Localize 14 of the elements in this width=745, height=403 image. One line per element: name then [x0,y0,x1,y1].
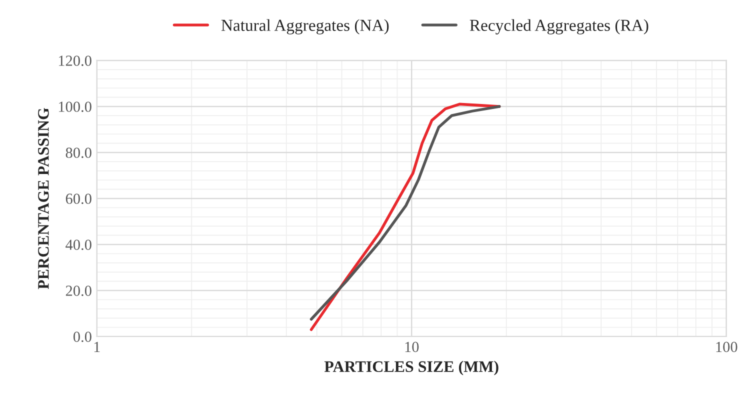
x-tick-label: 10 [405,342,419,352]
y-tick-label: 120.0 [58,56,92,66]
y-tick-label: 20.0 [66,286,92,296]
x-tick-label: 1 [94,342,100,352]
y-tick-label: 40.0 [66,240,92,250]
legend-label: Recycled Aggregates (RA) [470,19,648,34]
y-axis-title: PERCENTAGE PASSING [38,108,49,290]
x-tick-label: 100 [716,342,738,352]
x-axis-title: PARTICLES SIZE (MM) [324,360,498,376]
legend-label: Natural Aggregates (NA) [221,19,389,34]
y-tick-label: 100.0 [58,102,92,112]
y-tick-label: 60.0 [66,194,92,204]
y-tick-label: 0.0 [73,332,92,342]
y-tick-label: 80.0 [66,148,92,158]
